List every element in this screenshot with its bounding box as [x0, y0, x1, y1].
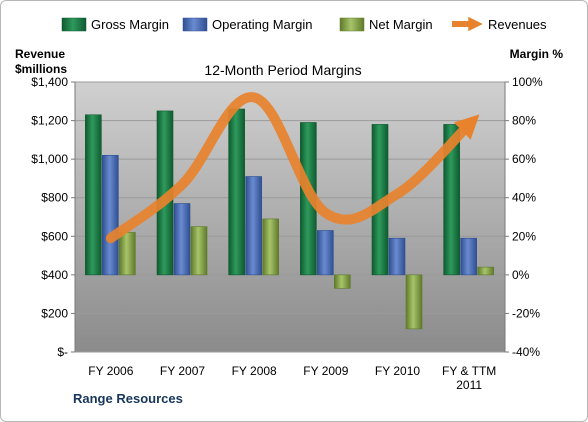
left-axis-ticks: $- $200 $400 $600 $800 $1,000 $1,200 $1,400 [31, 75, 75, 359]
left-tick-label: $800 [41, 191, 68, 205]
right-tick-label: 60% [512, 152, 536, 166]
revenue-point [325, 212, 327, 214]
right-tick-label: 80% [512, 114, 536, 128]
bar-net-margin [334, 274, 351, 289]
revenue-point [468, 123, 470, 125]
left-tick-label: $200 [41, 306, 68, 320]
bar-net-margin [262, 218, 279, 276]
bar-net-margin [477, 266, 494, 276]
revenue-point [253, 96, 255, 98]
right-tick-label: 40% [512, 191, 536, 205]
bar-operating-margin [317, 230, 334, 276]
category-labels: FY 2006 FY 2007 FY 2008 FY 2009 FY 2010 FY & … [88, 364, 496, 392]
right-axis-ticks: -40% -20% 0% 20% 40% 60% 80% 100% [505, 75, 543, 359]
legend-swatch-gross-margin [61, 17, 87, 32]
bar-net-margin [405, 274, 423, 330]
left-tick-label: $1,000 [31, 152, 68, 166]
revenue-point [110, 237, 112, 239]
revenue-series [105, 92, 480, 244]
left-tick-label: $1,400 [31, 75, 68, 89]
left-tick-label: $400 [41, 268, 68, 282]
category-label: FY 2006 [88, 364, 133, 378]
bar-gross-margin [85, 114, 102, 276]
left-axis-label-line-2: $millions [15, 62, 67, 76]
bar-operating-margin [102, 154, 119, 276]
gridlines [74, 81, 506, 353]
legend-label-operating-margin: Operating Margin [212, 17, 312, 32]
category-label: 2011 [456, 378, 482, 392]
category-label: FY 2010 [375, 364, 420, 378]
legend-swatch-net-margin [339, 17, 365, 32]
revenue-point [397, 193, 399, 195]
legend-label-net-margin: Net Margin [369, 17, 433, 32]
revenue-point [182, 183, 184, 185]
revenue-line [105, 92, 480, 244]
left-axis-label-line-1: Revenue [15, 47, 65, 61]
bar-operating-margin [173, 203, 191, 276]
bar-operating-margin [245, 176, 262, 276]
right-tick-label: -40% [512, 345, 540, 359]
company-name: Range Resources [73, 391, 183, 406]
bar-net-margin [119, 232, 136, 276]
legend: Gross Margin Operating Margin Net Margin… [61, 16, 547, 32]
right-tick-label: -20% [512, 306, 540, 320]
left-tick-label: $600 [41, 229, 68, 243]
bar-operating-margin [388, 237, 406, 276]
legend-label-revenues: Revenues [488, 17, 547, 32]
chart-title: 12-Month Period Margins [204, 62, 361, 78]
legend-item-operating-margin: Operating Margin [182, 17, 312, 32]
left-tick-label: $1,200 [31, 114, 68, 128]
category-label: FY 2007 [160, 364, 205, 378]
bar-net-margin [190, 226, 208, 276]
category-label: FY 2009 [303, 364, 348, 378]
legend-label-gross-margin: Gross Margin [91, 17, 169, 32]
bar-gross-margin [228, 108, 245, 276]
legend-item-revenues: Revenues [452, 16, 547, 32]
bar-gross-margin [443, 124, 460, 276]
category-label: FY 2008 [232, 364, 277, 378]
right-tick-label: 20% [512, 229, 536, 243]
legend-swatch-operating-margin [182, 17, 208, 32]
left-tick-label: $- [57, 345, 68, 359]
right-tick-label: 0% [512, 268, 530, 282]
legend-item-gross-margin: Gross Margin [61, 17, 169, 32]
bar-operating-margin [460, 237, 477, 276]
right-tick-label: 100% [512, 75, 543, 89]
right-axis-label: Margin % [510, 47, 564, 61]
legend-item-net-margin: Net Margin [339, 17, 433, 32]
category-label: FY & TTM [442, 364, 496, 378]
